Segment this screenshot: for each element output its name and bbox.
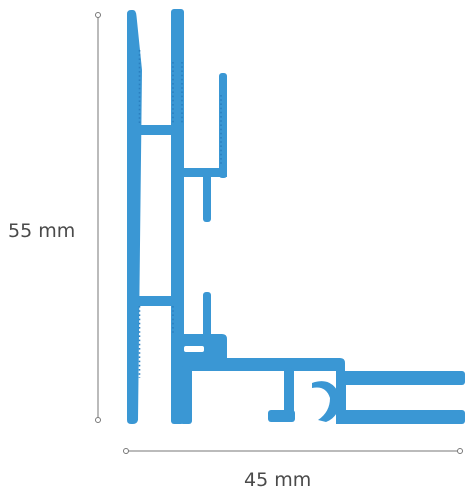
width-dimension-label: 45 mm <box>244 469 311 491</box>
height-dimension: 55 mm <box>8 12 101 423</box>
arm-lower-rail <box>336 410 465 424</box>
t-hook-base <box>268 410 295 422</box>
arm-upper-rail <box>336 371 465 385</box>
inner-vertical-wall <box>171 9 184 424</box>
width-dimension-right-end <box>457 448 463 454</box>
height-dimension-bottom-end <box>95 417 101 423</box>
lower-corner-block <box>180 334 345 371</box>
width-dimension: 45 mm <box>123 448 463 491</box>
arm-vertical-join <box>336 371 346 424</box>
height-dimension-top-end <box>95 12 101 18</box>
height-dimension-label: 55 mm <box>8 220 75 242</box>
short-fin-upper <box>203 174 211 222</box>
outer-left-wall <box>127 10 142 424</box>
corner-inner-leg <box>180 366 192 424</box>
upper-connector <box>134 125 177 135</box>
top-fin-connector <box>180 168 227 177</box>
width-dimension-left-end <box>123 448 129 454</box>
short-fin-lower <box>203 292 211 340</box>
t-hook-stem <box>284 368 294 421</box>
profile-cross-section <box>127 9 465 424</box>
corner-block-slot <box>184 346 204 352</box>
lower-connector <box>134 296 177 306</box>
curved-clip <box>312 381 341 422</box>
